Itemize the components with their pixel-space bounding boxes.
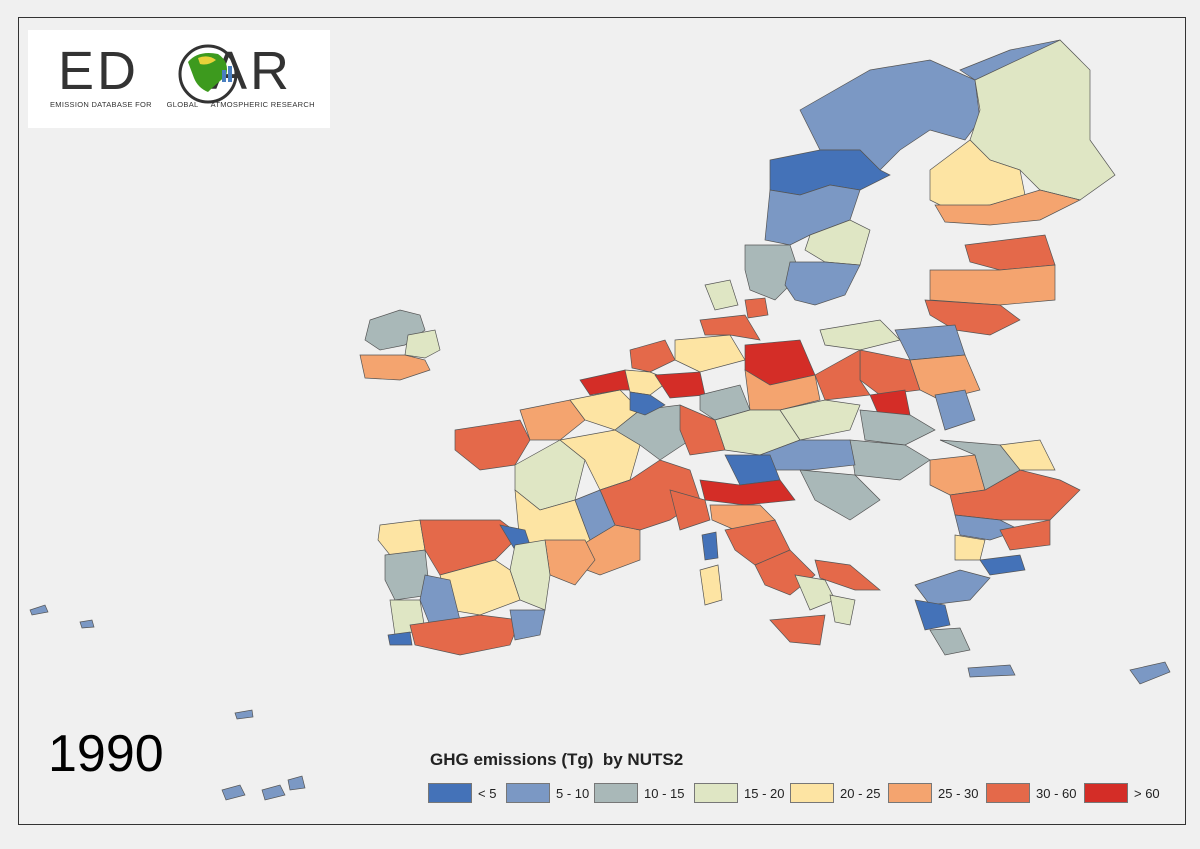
- logo-subtitle: EMISSION DATABASE FOR GLOBAL ATMOSPHERIC…: [50, 100, 315, 109]
- logo-subtitle-right: ATMOSPHERIC RESEARCH: [210, 100, 315, 109]
- region-cyprus[interactable]: [1129, 661, 1171, 685]
- legend-label: > 60: [1134, 786, 1160, 801]
- region-sardinia[interactable]: [699, 564, 723, 606]
- legend-label: < 5: [478, 786, 497, 801]
- legend-swatch: [428, 783, 472, 803]
- region-group-iberia: [377, 519, 596, 656]
- region-azores-2[interactable]: [79, 619, 95, 629]
- region-corsica[interactable]: [701, 531, 719, 561]
- region-valencia[interactable]: [509, 609, 546, 641]
- region-azores-1[interactable]: [29, 604, 49, 616]
- logo-wordmark: ED AR: [58, 44, 292, 98]
- region-group-denmark: [704, 279, 769, 319]
- region-lower-saxony[interactable]: [674, 334, 746, 373]
- region-czech[interactable]: [779, 399, 861, 441]
- legend-title: GHG emissions (Tg) by NUTS2: [430, 750, 684, 769]
- legend-swatch: [986, 783, 1030, 803]
- region-greece-north[interactable]: [914, 569, 991, 606]
- region-belgium[interactable]: [629, 391, 666, 416]
- region-south-finland[interactable]: [934, 189, 1082, 226]
- legend-label: 20 - 25: [840, 786, 881, 801]
- region-north-romania[interactable]: [939, 439, 1021, 491]
- region-limousin[interactable]: [574, 489, 616, 541]
- legend-swatch: [790, 783, 834, 803]
- region-north-portugal[interactable]: [384, 549, 431, 601]
- legend-label: 15 - 20: [744, 786, 785, 801]
- region-canary-2[interactable]: [261, 784, 286, 801]
- region-wielkopolska[interactable]: [814, 349, 871, 401]
- region-canary-1[interactable]: [221, 784, 246, 801]
- region-carpathia[interactable]: [934, 389, 976, 431]
- region-calabria[interactable]: [829, 594, 856, 626]
- year-label: 1990: [48, 725, 164, 783]
- legend: < 5 5 - 10 10 - 15 15 - 20 20 - 25 25 - …: [428, 783, 1168, 805]
- region-brittany[interactable]: [454, 419, 531, 471]
- region-group-central-east: [759, 319, 981, 481]
- region-group-islands: [29, 604, 306, 801]
- legend-swatch: [888, 783, 932, 803]
- region-tyrol[interactable]: [724, 454, 781, 486]
- region-group-southeast: [799, 439, 1171, 685]
- region-canary-3[interactable]: [287, 775, 306, 791]
- region-ireland[interactable]: [359, 354, 431, 381]
- region-group-baltics: [924, 234, 1056, 336]
- globe-icon: [178, 44, 238, 104]
- region-slovenia-croatia[interactable]: [799, 469, 881, 521]
- region-group-uk-ireland: [359, 309, 441, 381]
- region-andalusia[interactable]: [409, 614, 521, 656]
- region-normandy[interactable]: [519, 399, 586, 441]
- edgar-logo: ED AR EMISSION DATABASE FOR GLOBAL ATMOSP…: [28, 30, 330, 128]
- region-estonia[interactable]: [964, 234, 1056, 271]
- region-puglia[interactable]: [814, 559, 881, 591]
- legend-label: 10 - 15: [644, 786, 685, 801]
- region-pomerania[interactable]: [819, 319, 901, 351]
- legend-swatch: [1084, 783, 1128, 803]
- region-group-central-west: [624, 314, 821, 456]
- region-group-finland: [929, 39, 1116, 226]
- region-group-norway-sweden: [744, 39, 1081, 306]
- logo-letters-left: ED: [58, 41, 140, 101]
- region-galicia[interactable]: [377, 519, 426, 556]
- region-lombardy[interactable]: [699, 479, 796, 506]
- region-ruhr[interactable]: [654, 371, 706, 399]
- region-netherlands-north[interactable]: [629, 339, 676, 373]
- region-attica[interactable]: [929, 627, 971, 656]
- region-algarve[interactable]: [387, 631, 413, 646]
- logo-subtitle-mid: GLOBAL: [166, 100, 199, 109]
- region-catalonia[interactable]: [544, 539, 596, 586]
- region-jutland[interactable]: [704, 279, 739, 311]
- region-crete[interactable]: [967, 664, 1016, 678]
- legend-label: 30 - 60: [1036, 786, 1077, 801]
- region-baden[interactable]: [679, 404, 726, 456]
- region-bulgaria-north[interactable]: [999, 519, 1051, 551]
- region-madeira[interactable]: [234, 709, 254, 720]
- region-hungary[interactable]: [849, 439, 931, 481]
- region-north-poland[interactable]: [894, 324, 966, 361]
- region-group-italy: [669, 454, 881, 646]
- region-northern-ireland[interactable]: [404, 329, 441, 359]
- legend-label: 5 - 10: [556, 786, 590, 801]
- legend-swatch: [694, 783, 738, 803]
- region-bulgaria-south[interactable]: [979, 554, 1026, 576]
- region-zealand[interactable]: [744, 297, 769, 319]
- region-schleswig[interactable]: [699, 314, 761, 341]
- region-slovakia[interactable]: [859, 409, 936, 446]
- region-thessaly[interactable]: [914, 599, 951, 631]
- logo-subtitle-left: EMISSION DATABASE FOR: [50, 100, 152, 109]
- region-south-sweden[interactable]: [784, 261, 861, 306]
- legend-swatch: [506, 783, 550, 803]
- region-piedmont[interactable]: [669, 489, 711, 531]
- region-latvia[interactable]: [929, 264, 1056, 306]
- legend-label: 25 - 30: [938, 786, 979, 801]
- legend-swatch: [594, 783, 638, 803]
- region-sicily[interactable]: [769, 614, 826, 646]
